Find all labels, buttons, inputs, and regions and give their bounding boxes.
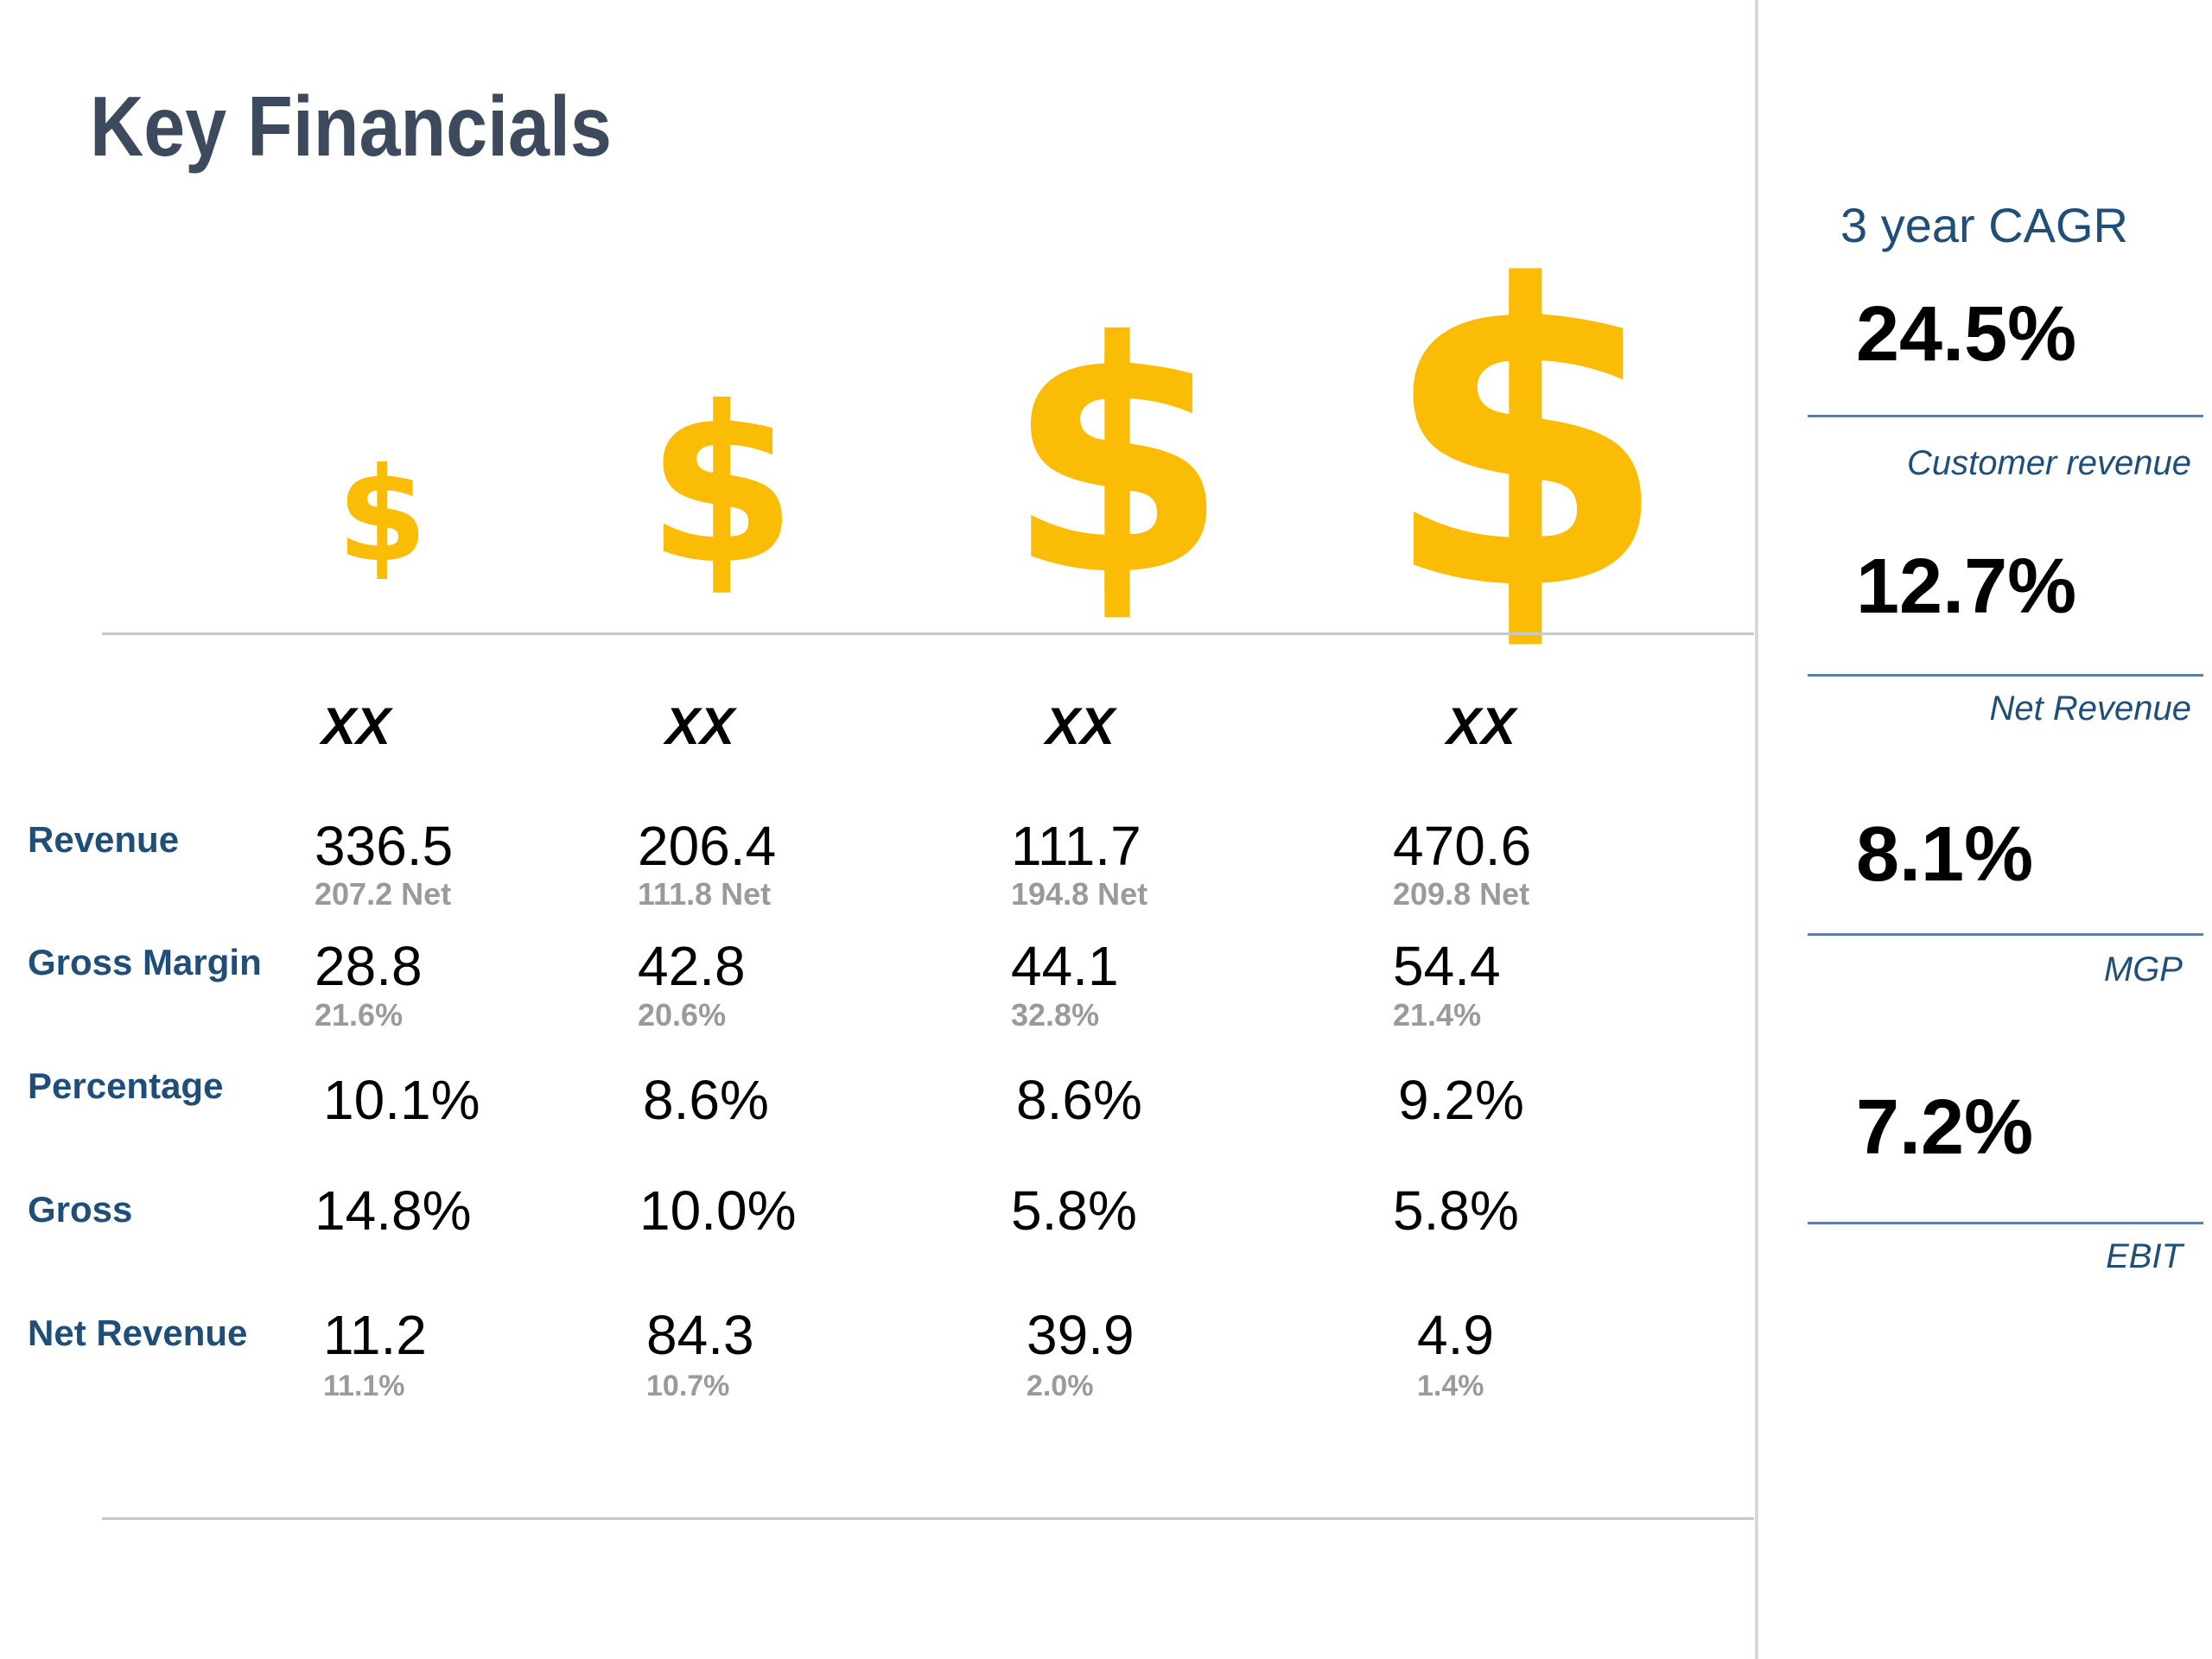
cagr-divider — [1808, 415, 2203, 417]
column-year: XX — [664, 697, 735, 755]
percentage-value: 10.1% — [323, 1069, 480, 1131]
sidebar-divider — [1755, 0, 1758, 1659]
net-revenue-pct: 1.4% — [1417, 1370, 1484, 1402]
gross-margin-value: 54.4 — [1393, 935, 1501, 997]
revenue-value: 470.6 — [1393, 815, 1532, 877]
percentage-value: 9.2% — [1398, 1069, 1524, 1131]
row-label-percentage: Percentage — [28, 1065, 224, 1106]
revenue-net-value: 209.8 Net — [1393, 876, 1530, 912]
row-label-gross-margin: Gross Margin — [28, 942, 262, 982]
dollar-sign-icon: $ — [1006, 275, 1229, 646]
dollar-sign-icon: $ — [1381, 199, 1669, 682]
net-revenue-pct: 11.1% — [323, 1370, 405, 1402]
cagr-value: 7.2% — [1856, 1084, 2034, 1171]
cagr-divider — [1808, 1222, 2203, 1224]
cagr-divider — [1808, 674, 2203, 677]
bottom-divider — [102, 1517, 1754, 1520]
row-label-revenue: Revenue — [28, 819, 180, 860]
page-title: Key Financials — [90, 79, 612, 174]
gross-margin-pct: 21.4% — [1393, 997, 1482, 1033]
net-revenue-pct: 10.7% — [646, 1370, 730, 1402]
gross-value: 5.8% — [1393, 1179, 1519, 1242]
column-year: XX — [1045, 697, 1116, 755]
row-label-net-revenue: Net Revenue — [28, 1313, 248, 1353]
row-label-gross: Gross — [28, 1189, 133, 1230]
cagr-label: EBIT — [2106, 1237, 2183, 1275]
cagr-label: MGP — [2103, 950, 2183, 988]
top-divider — [102, 632, 1754, 635]
cagr-value: 8.1% — [1856, 811, 2034, 898]
net-revenue-value: 84.3 — [646, 1304, 754, 1366]
gross-value: 14.8% — [315, 1179, 472, 1242]
net-revenue-pct: 2.0% — [1027, 1370, 1094, 1402]
gross-value: 5.8% — [1011, 1179, 1137, 1242]
percentage-value: 8.6% — [643, 1069, 769, 1131]
net-revenue-value: 39.9 — [1027, 1304, 1135, 1366]
percentage-value: 8.6% — [1016, 1069, 1142, 1131]
revenue-value: 111.7 — [1011, 815, 1141, 877]
revenue-net-value: 207.2 Net — [315, 876, 452, 912]
revenue-value: 336.5 — [315, 815, 454, 877]
gross-margin-pct: 20.6% — [638, 997, 727, 1033]
gross-margin-value: 44.1 — [1011, 935, 1119, 997]
cagr-divider — [1808, 933, 2203, 936]
gross-value: 10.0% — [639, 1179, 797, 1242]
revenue-value: 206.4 — [638, 815, 777, 877]
net-revenue-value: 11.2 — [323, 1304, 427, 1366]
revenue-net-value: 111.8 Net — [638, 876, 772, 912]
gross-margin-pct: 21.6% — [315, 997, 404, 1033]
net-revenue-value: 4.9 — [1417, 1304, 1494, 1366]
cagr-label: Customer revenue — [1906, 444, 2191, 482]
cagr-value: 12.7% — [1856, 543, 2077, 630]
cagr-value: 24.5% — [1856, 291, 2077, 378]
cagr-title: 3 year CAGR — [1840, 198, 2128, 252]
revenue-net-value: 194.8 Net — [1011, 876, 1148, 912]
dollar-sign-icon: $ — [337, 441, 428, 591]
dollar-sign-icon: $ — [646, 360, 797, 612]
column-year: XX — [1446, 697, 1516, 755]
column-year: XX — [321, 697, 391, 755]
gross-margin-pct: 32.8% — [1011, 997, 1100, 1033]
gross-margin-value: 28.8 — [315, 935, 423, 997]
gross-margin-value: 42.8 — [638, 935, 746, 997]
cagr-label: Net Revenue — [1989, 690, 2191, 728]
